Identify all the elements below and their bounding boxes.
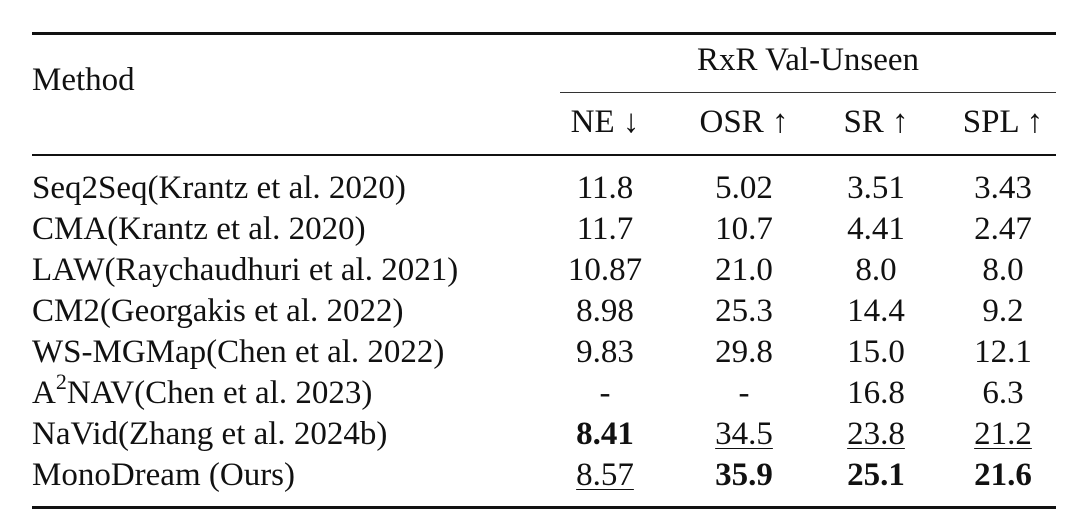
- method-name: A2NAV(Chen et al. 2023): [32, 371, 373, 413]
- metric-value-text: 25.3: [715, 293, 773, 329]
- metric-header-ne: NE ↓: [570, 104, 640, 140]
- metric-value: 35.9: [682, 455, 806, 495]
- metric-value-text: 21.0: [715, 252, 773, 288]
- method-prefix: A: [32, 375, 56, 411]
- metric-value: 3.43: [950, 168, 1056, 208]
- metric-value-text: 29.8: [715, 334, 773, 370]
- metric-value-text: 9.83: [576, 334, 634, 370]
- metric-value-text: 34.5: [715, 416, 773, 452]
- metric-value: 15.0: [824, 332, 928, 372]
- metric-value: 21.6: [950, 455, 1056, 495]
- metric-value-text: 2.47: [974, 211, 1032, 247]
- metric-value-text: 8.0: [982, 252, 1024, 288]
- metric-value: 21.2: [950, 414, 1056, 454]
- metric-value-text: 21.6: [974, 457, 1032, 493]
- table-bottom-rule: [32, 506, 1056, 509]
- header-bottom-rule: [32, 154, 1056, 156]
- method-name: CMA(Krantz et al. 2020): [32, 211, 366, 247]
- method-superscript: 2: [55, 369, 67, 394]
- metric-value-text: 35.9: [715, 457, 773, 493]
- metric-value: 8.41: [558, 414, 652, 454]
- method-name: LAW(Raychaudhuri et al. 2021): [32, 252, 459, 288]
- metric-value: 23.8: [824, 414, 928, 454]
- table-top-rule: [32, 32, 1056, 35]
- metric-value-text: 8.57: [576, 457, 634, 493]
- metric-value-text: -: [738, 375, 750, 411]
- metric-value: -: [682, 373, 806, 413]
- metric-value-text: 8.98: [576, 293, 634, 329]
- method-column-header: Method: [32, 62, 135, 98]
- metric-value: 34.5: [682, 414, 806, 454]
- metric-value-text: 3.51: [847, 170, 905, 206]
- metric-value: 6.3: [950, 373, 1056, 413]
- metric-value-text: 23.8: [847, 416, 905, 452]
- metric-value-text: 15.0: [847, 334, 905, 370]
- metric-value-text: 16.8: [847, 375, 905, 411]
- metric-value: 12.1: [950, 332, 1056, 372]
- method-name: Seq2Seq(Krantz et al. 2020): [32, 170, 406, 206]
- metric-value-text: 11.8: [576, 170, 634, 206]
- metric-value-text: 11.7: [576, 211, 634, 247]
- metric-value: 8.57: [558, 455, 652, 495]
- metric-value: 4.41: [824, 209, 928, 249]
- method-name: NaVid(Zhang et al. 2024b): [32, 416, 388, 452]
- metric-value: 8.0: [824, 250, 928, 290]
- metric-value: 9.83: [558, 332, 652, 372]
- metric-header-sr: SR ↑: [843, 104, 909, 140]
- metric-value-text: 8.41: [576, 416, 634, 452]
- metric-value-text: 5.02: [715, 170, 773, 206]
- method-name: WS-MGMap(Chen et al. 2022): [32, 334, 445, 370]
- metric-value-text: 12.1: [974, 334, 1032, 370]
- metric-value: 9.2: [950, 291, 1056, 331]
- metric-value: 3.51: [824, 168, 928, 208]
- method-suffix: NAV(Chen et al. 2023): [66, 375, 373, 411]
- metric-header-spl: SPL ↑: [962, 104, 1044, 140]
- dataset-group-header: RxR Val-Unseen: [696, 42, 920, 78]
- metric-header-osr: OSR ↑: [699, 104, 789, 140]
- metric-value: 11.8: [558, 168, 652, 208]
- metric-value-text: 9.2: [982, 293, 1024, 329]
- metric-value: 8.98: [558, 291, 652, 331]
- metric-value-text: 10.7: [715, 211, 773, 247]
- metric-value-text: -: [599, 375, 611, 411]
- metric-value-text: 3.43: [974, 170, 1032, 206]
- metric-value: 8.0: [950, 250, 1056, 290]
- metric-value: 14.4: [824, 291, 928, 331]
- metric-value-text: 6.3: [982, 375, 1024, 411]
- metric-value: 11.7: [558, 209, 652, 249]
- metric-value-text: 4.41: [847, 211, 905, 247]
- metric-value-text: 25.1: [847, 457, 905, 493]
- metric-value: 25.3: [682, 291, 806, 331]
- metric-value: 2.47: [950, 209, 1056, 249]
- metric-value: -: [558, 373, 652, 413]
- metric-value-text: 8.0: [855, 252, 897, 288]
- metric-value: 5.02: [682, 168, 806, 208]
- metric-value: 25.1: [824, 455, 928, 495]
- method-name: MonoDream (Ours): [32, 457, 296, 493]
- metric-value: 10.7: [682, 209, 806, 249]
- metric-value-text: 10.87: [567, 252, 643, 288]
- metric-value: 29.8: [682, 332, 806, 372]
- metric-value-text: 14.4: [847, 293, 905, 329]
- metric-value-text: 21.2: [974, 416, 1032, 452]
- metric-value: 16.8: [824, 373, 928, 413]
- group-header-rule: [560, 92, 1056, 93]
- metric-value: 10.87: [558, 250, 652, 290]
- method-name: CM2(Georgakis et al. 2022): [32, 293, 404, 329]
- metric-value: 21.0: [682, 250, 806, 290]
- results-table: Method RxR Val-Unseen NE ↓ OSR ↑ SR ↑ SP…: [32, 32, 1056, 509]
